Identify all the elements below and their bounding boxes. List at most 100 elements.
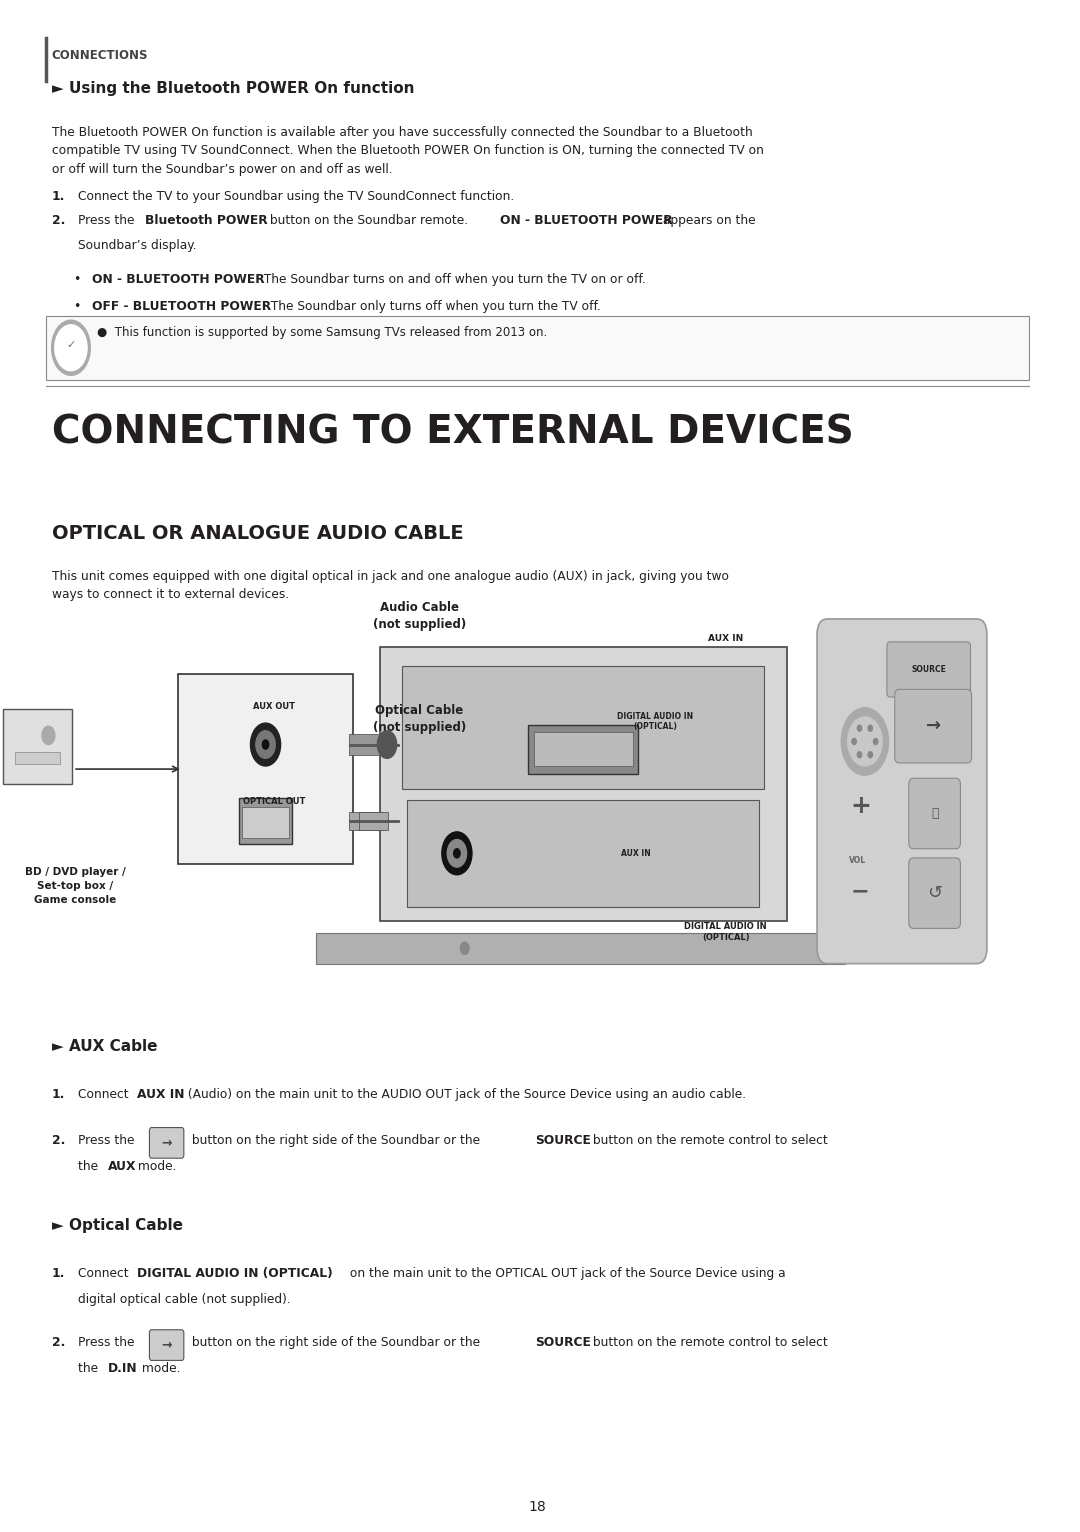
FancyBboxPatch shape [887, 642, 971, 697]
FancyBboxPatch shape [534, 732, 633, 766]
Circle shape [848, 717, 882, 766]
Text: AUX IN: AUX IN [708, 634, 743, 643]
Text: DIGITAL AUDIO IN
(OPTICAL): DIGITAL AUDIO IN (OPTICAL) [617, 712, 693, 731]
Text: →: → [161, 1137, 172, 1149]
Text: SOURCE: SOURCE [912, 665, 946, 674]
Text: 1.: 1. [52, 1088, 65, 1100]
Circle shape [42, 726, 55, 745]
FancyBboxPatch shape [239, 798, 292, 844]
Text: D.IN: D.IN [108, 1362, 137, 1374]
Text: the: the [79, 1160, 103, 1172]
Text: ► Optical Cable: ► Optical Cable [52, 1218, 183, 1233]
Text: button on the right side of the Soundbar or the: button on the right side of the Soundbar… [188, 1134, 484, 1146]
Text: ► AUX Cable: ► AUX Cable [52, 1039, 157, 1054]
Text: 2.: 2. [52, 1134, 65, 1146]
Circle shape [454, 849, 460, 858]
Text: CONNECTING TO EXTERNAL DEVICES: CONNECTING TO EXTERNAL DEVICES [52, 414, 853, 452]
Text: +: + [850, 794, 870, 818]
Text: ON - BLUETOOTH POWER: ON - BLUETOOTH POWER [500, 214, 673, 227]
Text: CONNECTIONS: CONNECTIONS [52, 49, 148, 61]
Text: •: • [73, 273, 81, 285]
Text: ON - BLUETOOTH POWER: ON - BLUETOOTH POWER [93, 273, 265, 285]
Text: appears on the: appears on the [659, 214, 756, 227]
Text: the: the [79, 1362, 103, 1374]
Text: ↺: ↺ [927, 884, 942, 902]
Circle shape [874, 738, 878, 745]
FancyBboxPatch shape [379, 647, 787, 921]
Text: button on the Soundbar remote.: button on the Soundbar remote. [266, 214, 472, 227]
Circle shape [868, 752, 873, 758]
Text: BD / DVD player /
Set-top box /
Game console: BD / DVD player / Set-top box / Game con… [25, 867, 125, 905]
Text: Audio Cable
(not supplied): Audio Cable (not supplied) [373, 601, 465, 631]
FancyBboxPatch shape [894, 689, 972, 763]
Text: This unit comes equipped with one digital optical in jack and one analogue audio: This unit comes equipped with one digita… [52, 570, 729, 602]
Text: on the main unit to the OPTICAL OUT jack of the Source Device using a: on the main unit to the OPTICAL OUT jack… [347, 1267, 786, 1279]
Text: VOL: VOL [849, 856, 866, 866]
Text: The Bluetooth POWER On function is available after you have successfully connect: The Bluetooth POWER On function is avail… [52, 126, 764, 176]
Text: 🔇: 🔇 [931, 807, 939, 820]
FancyBboxPatch shape [909, 858, 960, 928]
Text: Press the: Press the [79, 1336, 139, 1348]
Text: AUX IN: AUX IN [621, 849, 650, 858]
Circle shape [442, 832, 472, 875]
FancyBboxPatch shape [15, 752, 60, 764]
Text: •: • [73, 300, 81, 313]
Text: DIGITAL AUDIO IN (OPTICAL): DIGITAL AUDIO IN (OPTICAL) [136, 1267, 333, 1279]
Circle shape [52, 320, 91, 375]
FancyBboxPatch shape [316, 933, 845, 964]
Text: OPTICAL OR ANALOGUE AUDIO CABLE: OPTICAL OR ANALOGUE AUDIO CABLE [52, 524, 463, 542]
Text: 18: 18 [529, 1500, 546, 1514]
Text: 1.: 1. [52, 1267, 65, 1279]
Text: −: − [851, 881, 869, 902]
FancyBboxPatch shape [818, 619, 987, 964]
Text: mode.: mode. [137, 1362, 180, 1374]
Text: ●  This function is supported by some Samsung TVs released from 2013 on.: ● This function is supported by some Sam… [97, 326, 546, 339]
FancyBboxPatch shape [242, 807, 288, 838]
FancyBboxPatch shape [3, 709, 72, 784]
Text: button on the right side of the Soundbar or the: button on the right side of the Soundbar… [188, 1336, 484, 1348]
Circle shape [251, 723, 281, 766]
Circle shape [858, 752, 862, 758]
Circle shape [55, 325, 87, 371]
Text: SOURCE: SOURCE [536, 1336, 591, 1348]
Text: Connect: Connect [79, 1088, 133, 1100]
FancyBboxPatch shape [149, 1330, 184, 1360]
Text: ✓: ✓ [66, 340, 76, 349]
Text: digital optical cable (not supplied).: digital optical cable (not supplied). [79, 1293, 292, 1305]
Circle shape [841, 708, 889, 775]
Circle shape [858, 725, 862, 731]
Circle shape [262, 740, 269, 749]
Circle shape [460, 942, 469, 954]
Circle shape [868, 725, 873, 731]
FancyBboxPatch shape [407, 800, 759, 907]
FancyBboxPatch shape [350, 734, 383, 755]
FancyBboxPatch shape [528, 725, 638, 774]
Text: Press the: Press the [79, 214, 139, 227]
Text: OPTICAL OUT: OPTICAL OUT [243, 797, 306, 806]
FancyBboxPatch shape [402, 666, 765, 789]
Text: mode.: mode. [134, 1160, 177, 1172]
Circle shape [447, 840, 467, 867]
Text: button on the remote control to select: button on the remote control to select [590, 1336, 828, 1348]
Text: →: → [926, 717, 941, 735]
FancyBboxPatch shape [909, 778, 960, 849]
Circle shape [377, 731, 396, 758]
Text: button on the remote control to select: button on the remote control to select [590, 1134, 828, 1146]
Text: Soundbar’s display.: Soundbar’s display. [79, 239, 198, 251]
FancyBboxPatch shape [350, 812, 381, 830]
FancyBboxPatch shape [149, 1128, 184, 1158]
Text: (Audio) on the main unit to the AUDIO OUT jack of the Source Device using an aud: (Audio) on the main unit to the AUDIO OU… [184, 1088, 746, 1100]
Text: DIGITAL AUDIO IN
(OPTICAL): DIGITAL AUDIO IN (OPTICAL) [685, 922, 767, 942]
Text: 2.: 2. [52, 1336, 65, 1348]
Text: Optical Cable
(not supplied): Optical Cable (not supplied) [373, 703, 465, 734]
Text: →: → [161, 1339, 172, 1351]
Text: 2.: 2. [52, 214, 65, 227]
Text: SOURCE: SOURCE [536, 1134, 591, 1146]
Text: AUX OUT: AUX OUT [253, 702, 295, 711]
Text: Connect the TV to your Soundbar using the TV SoundConnect function.: Connect the TV to your Soundbar using th… [79, 190, 515, 202]
Text: 1.: 1. [52, 190, 65, 202]
Circle shape [852, 738, 856, 745]
Text: AUX: AUX [108, 1160, 136, 1172]
Text: : The Soundbar only turns off when you turn the TV off.: : The Soundbar only turns off when you t… [259, 300, 600, 313]
Text: OFF - BLUETOOTH POWER: OFF - BLUETOOTH POWER [93, 300, 271, 313]
